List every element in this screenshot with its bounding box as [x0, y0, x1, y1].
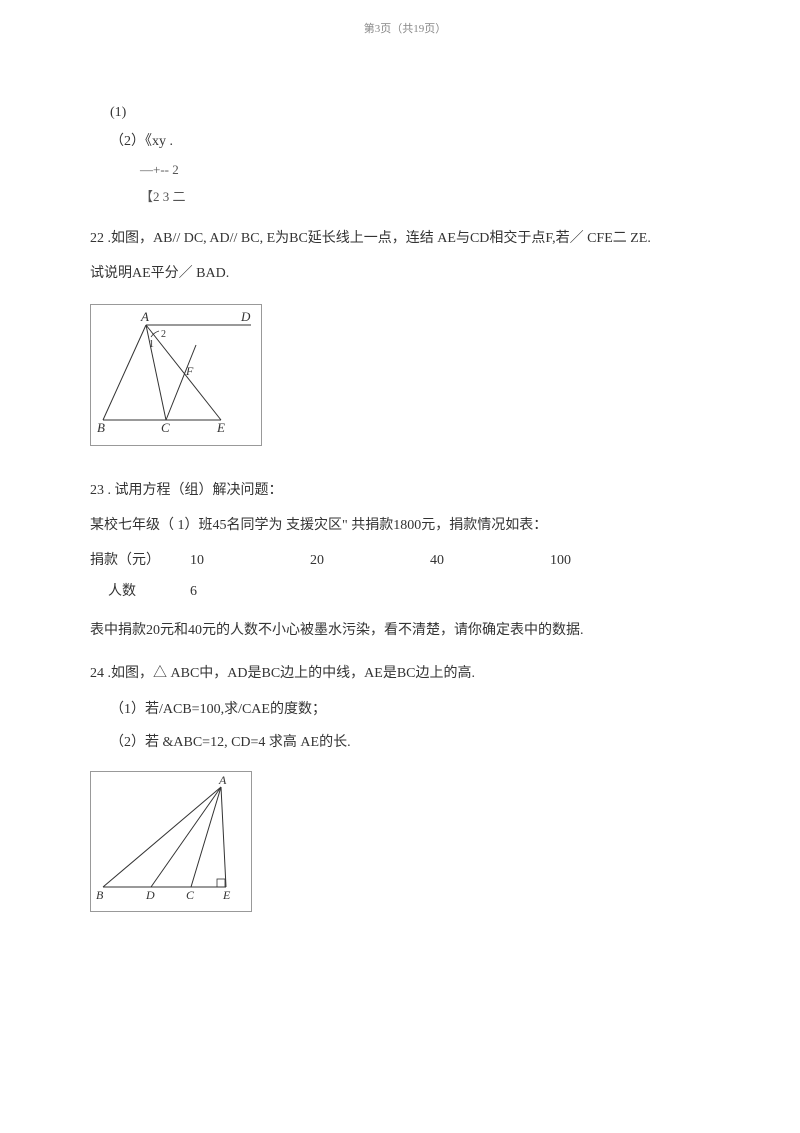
table-row: 捐款（元） 10 20 40 100	[90, 548, 720, 573]
label-B: B	[97, 420, 105, 435]
label-D2: D	[145, 888, 155, 902]
q24-line1: 24 .如图，△ ABC中，AD是BC边上的中线，AE是BC边上的高.	[90, 661, 720, 686]
problem-23: 23 . 试用方程（组）解决问题： 某校七年级（ 1）班45名同学为 支援灾区"…	[90, 478, 720, 644]
problem-21: (1) （2）《xy . —+-- 2 【2 3 二	[90, 100, 720, 208]
q21-line1: —+-- 2	[140, 158, 720, 181]
row1-v1: 20	[310, 548, 430, 573]
row2-label: 人数	[90, 579, 190, 604]
table-row: 人数 6	[90, 579, 720, 604]
label-A: A	[140, 309, 149, 324]
q22-line2: 试说明AE平分／ BAD.	[90, 261, 720, 286]
q21-line2: 【2 3 二	[140, 185, 720, 208]
q23-line1: 23 . 试用方程（组）解决问题：	[90, 478, 720, 503]
q22-figure: A D B C E F 1 2	[90, 304, 262, 445]
q23-table: 捐款（元） 10 20 40 100 人数 6	[90, 548, 720, 604]
page-indicator: 第3页（共19页）	[364, 23, 447, 35]
row1-label: 捐款（元）	[90, 548, 190, 573]
q24-figure: A B D C E	[90, 771, 252, 912]
problem-24: 24 .如图，△ ABC中，AD是BC边上的中线，AE是BC边上的高. （1）若…	[90, 661, 720, 926]
q24-sub2: （2）若 &ABC=12, CD=4 求高 AE的长.	[110, 730, 720, 755]
row1-v0: 10	[190, 548, 310, 573]
q23-line3: 表中捐款20元和40元的人数不小心被墨水污染，看不清楚，请你确定表中的数据.	[90, 618, 720, 643]
q24-svg: A B D C E	[91, 772, 251, 902]
label-E: E	[216, 420, 225, 435]
problem-22: 22 .如图，AB// DC, AD// BC, E为BC延长线上一点，连结 A…	[90, 226, 720, 460]
label-angle2: 2	[161, 329, 166, 340]
label-angle1: 1	[149, 339, 154, 350]
label-C2: C	[186, 888, 195, 902]
row2-v2	[430, 579, 550, 604]
row2-v1	[310, 579, 430, 604]
label-C: C	[161, 420, 170, 435]
label-A2: A	[218, 773, 227, 787]
label-B2: B	[96, 888, 104, 902]
q22-line1: 22 .如图，AB// DC, AD// BC, E为BC延长线上一点，连结 A…	[90, 226, 720, 251]
q21-sub1: (1)	[110, 100, 720, 125]
label-E2: E	[222, 888, 231, 902]
row2-v0: 6	[190, 579, 310, 604]
row2-v3	[550, 579, 670, 604]
q23-line2: 某校七年级（ 1）班45名同学为 支援灾区" 共捐款1800元，捐款情况如表：	[90, 513, 720, 538]
q24-sub1: （1）若/ACB=100,求/CAE的度数；	[110, 697, 720, 722]
page-header: 第3页（共19页）	[90, 20, 720, 40]
label-D: D	[240, 309, 251, 324]
q22-svg: A D B C E F 1 2	[91, 305, 261, 435]
q21-sub2: （2）《xy .	[110, 129, 720, 154]
row1-v2: 40	[430, 548, 550, 573]
label-F: F	[185, 364, 194, 378]
row1-v3: 100	[550, 548, 670, 573]
